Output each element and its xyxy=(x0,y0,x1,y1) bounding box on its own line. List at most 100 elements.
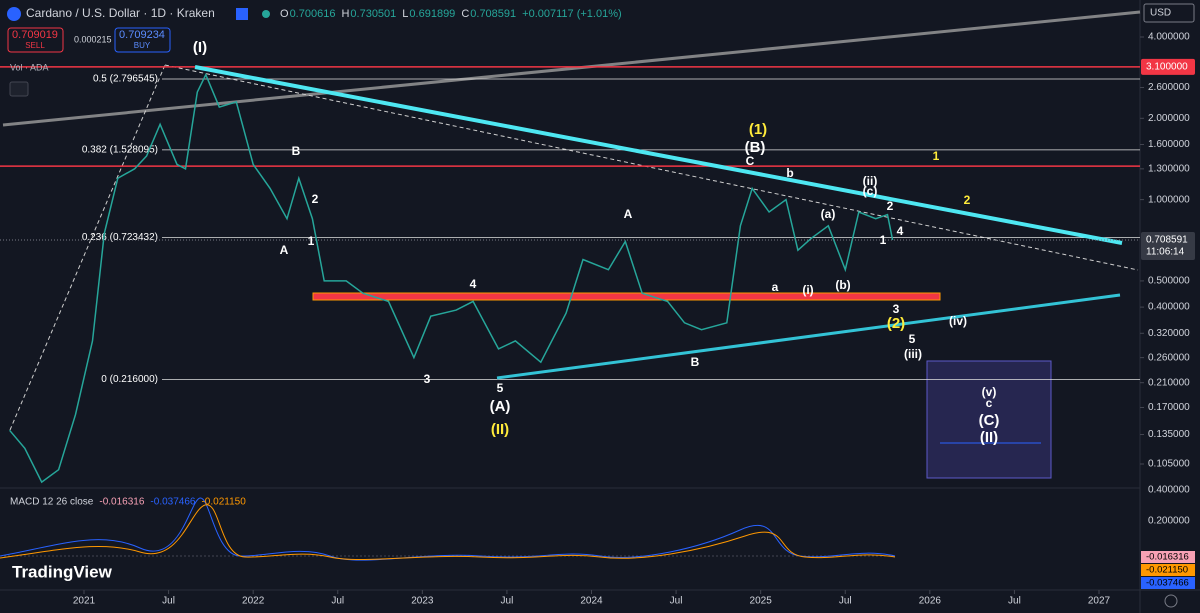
price-tick-label: 1.300000 xyxy=(1148,163,1190,174)
sell-price: 0.709019 xyxy=(12,29,58,41)
buy-label: BUY xyxy=(134,41,151,50)
buy-price: 0.709234 xyxy=(119,29,165,41)
signal-line xyxy=(0,504,896,561)
wave-label: (I) xyxy=(193,39,207,56)
price-tick-label: 0.105000 xyxy=(1148,459,1190,470)
macd-value: -0.037466 xyxy=(150,497,195,508)
fib-label: 0.382 (1.528095) xyxy=(82,145,158,156)
currency[interactable]: USD xyxy=(1150,8,1171,19)
wave-label: (iv) xyxy=(949,314,967,328)
trend-line xyxy=(2,10,1141,127)
wave-label: 5 xyxy=(497,381,504,395)
macd-value: -0.016316 xyxy=(99,497,144,508)
wave-label: 4 xyxy=(470,277,477,291)
ohlc-value: 0.700616 xyxy=(290,8,336,20)
macd-tag-label: -0.021150 xyxy=(1146,565,1188,576)
macd-tag-label: -0.037466 xyxy=(1146,578,1189,589)
ohlc-key: L xyxy=(402,8,408,20)
wave-label: A xyxy=(280,243,289,257)
ohlc-value: 0.730501 xyxy=(350,8,396,20)
wave-label: 4 xyxy=(897,224,904,238)
price-tick-label: 2.600000 xyxy=(1148,82,1190,93)
support-zone xyxy=(312,292,941,301)
alert-tag xyxy=(1141,58,1195,75)
wave-label: 1 xyxy=(933,149,940,163)
fib-label: 0 (0.216000) xyxy=(101,374,158,385)
wave-label: (II) xyxy=(980,429,998,446)
wave-label: c xyxy=(986,396,993,410)
time-tick-label: 2024 xyxy=(580,596,603,607)
wave-label: (i) xyxy=(802,283,813,297)
wave-label: (2) xyxy=(887,315,905,332)
macd-axis-label: 0.200000 xyxy=(1148,516,1190,527)
wave-label: A xyxy=(624,207,633,221)
wave-label: C xyxy=(746,154,755,168)
wave-label: 1 xyxy=(308,234,315,248)
fib-label: 0.236 (0.723432) xyxy=(82,232,158,243)
time-tick-label: Jul xyxy=(670,596,683,607)
macd-tag xyxy=(1141,551,1195,563)
time-tick-label: 2023 xyxy=(411,596,434,607)
dashed-line xyxy=(9,64,166,431)
price-tick-label: 0.400000 xyxy=(1148,302,1190,313)
price-tick-label: 4.000000 xyxy=(1148,32,1190,43)
price-tick-label: 0.260000 xyxy=(1148,352,1190,363)
last-price: 0.708591 xyxy=(1146,235,1188,246)
macd-value: -0.021150 xyxy=(201,497,246,508)
wave-label: 2 xyxy=(887,199,894,213)
price-tick-label: 0.210000 xyxy=(1148,377,1190,388)
wave-label: 2 xyxy=(312,192,319,206)
collapse-button[interactable] xyxy=(9,81,29,97)
macd-tag xyxy=(1141,564,1195,576)
wave-label: (b) xyxy=(835,278,850,292)
wave-label: (C) xyxy=(979,412,1000,429)
wave-label: (iii) xyxy=(904,347,922,361)
brand-logo[interactable]: TradingView xyxy=(12,562,113,581)
wave-label: (II) xyxy=(491,421,509,438)
time-tick-label: Jul xyxy=(331,596,344,607)
symbol-title[interactable]: Cardano / U.S. Dollar · 1D · Kraken xyxy=(26,6,215,20)
price-tick-label: 0.135000 xyxy=(1148,429,1190,440)
ohlc-key: O xyxy=(280,8,289,20)
sell-button[interactable] xyxy=(7,27,64,53)
time-tick-label: Jul xyxy=(162,596,175,607)
fib-label: 0.5 (2.796545) xyxy=(93,74,158,85)
wave-label: 5 xyxy=(909,332,916,346)
price-tick-label: 0.320000 xyxy=(1148,328,1190,339)
ohlc-value: 0.691899 xyxy=(409,8,455,20)
wave-label: B xyxy=(292,144,301,158)
alert-label: 3.100000 xyxy=(1146,62,1188,73)
currency-select[interactable] xyxy=(1143,3,1195,23)
price-tick-label: 1.600000 xyxy=(1148,139,1190,150)
wave-label: (B) xyxy=(745,139,766,156)
symbol-logo xyxy=(7,7,21,21)
price-tick-label: 0.170000 xyxy=(1148,402,1190,413)
last-price-tag xyxy=(1141,232,1195,261)
wave-label: (v) xyxy=(982,385,997,399)
macd-tag xyxy=(1141,577,1195,589)
buy-button[interactable] xyxy=(114,27,171,53)
wave-label: (1) xyxy=(749,121,767,138)
price-line xyxy=(9,72,894,484)
time-tick-label: 2025 xyxy=(750,596,773,607)
wave-label: 2 xyxy=(964,193,971,207)
target-box xyxy=(926,360,1052,479)
wave-label: (ii) xyxy=(863,174,878,188)
wave-label: (A) xyxy=(490,398,511,415)
price-tick-label: 0.500000 xyxy=(1148,276,1190,287)
wave-label: b xyxy=(786,166,793,180)
ohlc-value: 0.708591 xyxy=(470,8,516,20)
time-tick-label: Jul xyxy=(839,596,852,607)
time-tick-label: 2026 xyxy=(919,596,942,607)
time-tick-label: Jul xyxy=(501,596,514,607)
resistance-trendline xyxy=(194,65,1123,245)
wave-label: (a) xyxy=(821,207,836,221)
wave-label: (c) xyxy=(863,184,878,198)
macd-title: MACD 12 26 close xyxy=(10,497,94,508)
support-trendline xyxy=(496,293,1121,380)
settings-icon[interactable] xyxy=(1164,594,1178,608)
sell-label: SELL xyxy=(25,41,45,50)
macd-tag-label: -0.016316 xyxy=(1146,552,1189,563)
